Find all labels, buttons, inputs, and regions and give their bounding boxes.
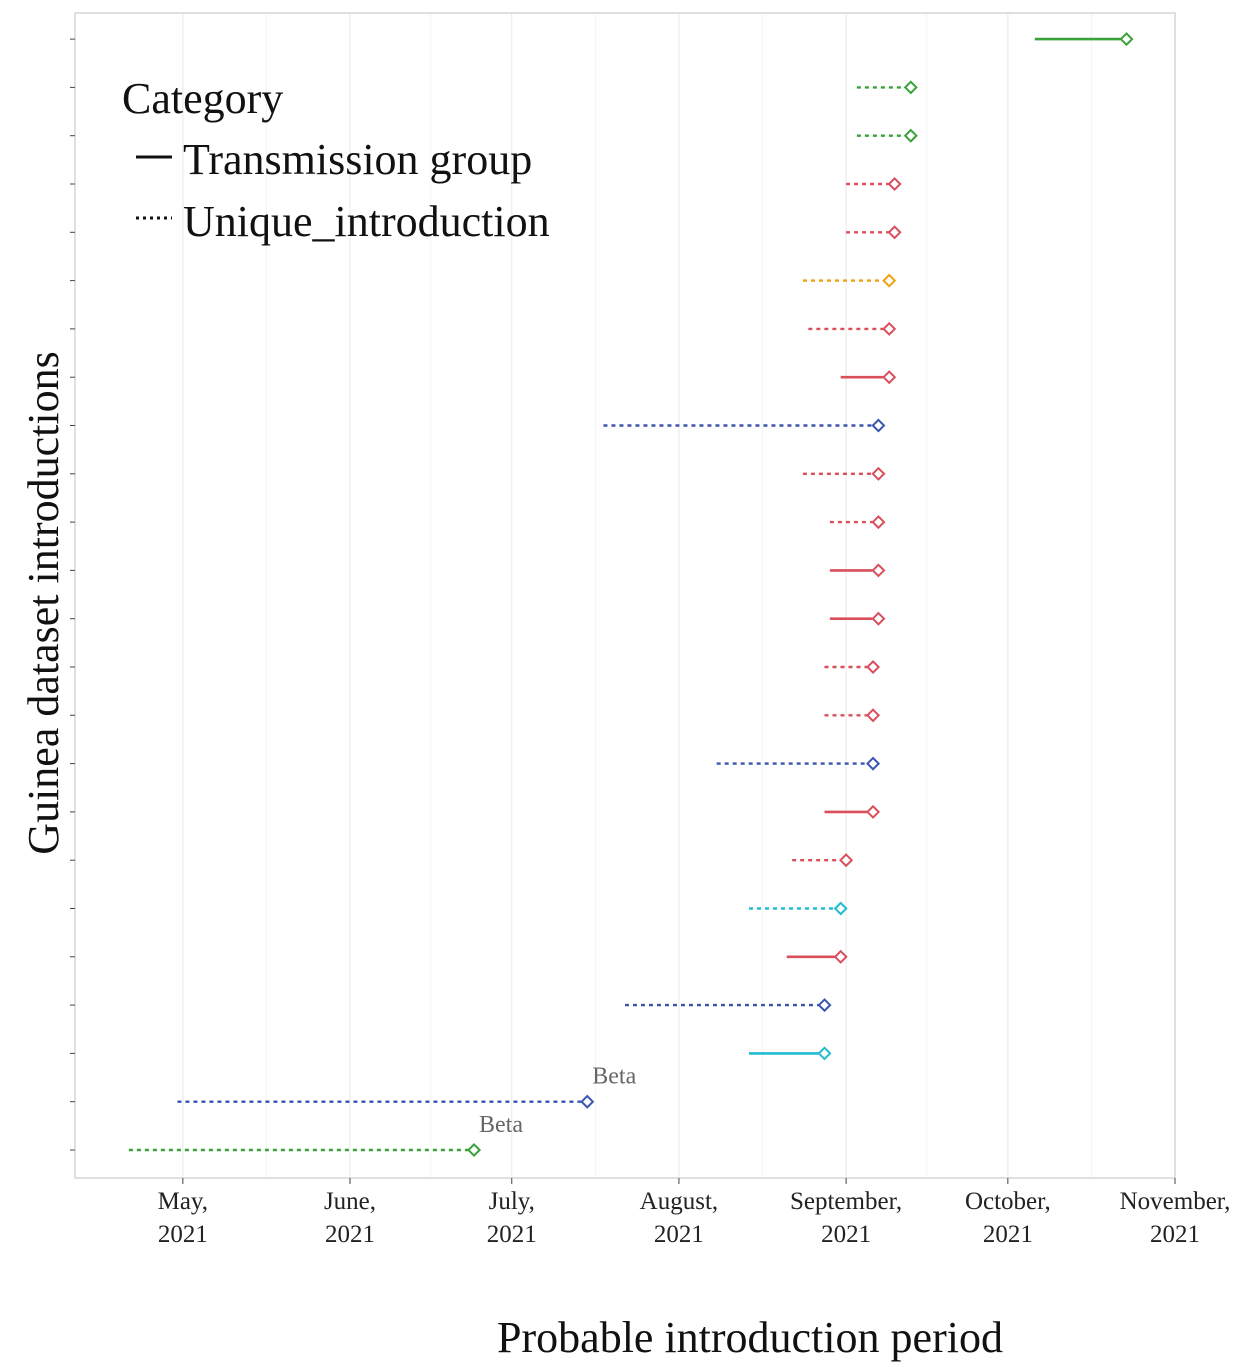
range-end-marker	[871, 563, 886, 578]
range-end-marker	[833, 901, 848, 916]
introduction-series: Beta Beta	[128, 32, 1134, 1158]
range-end-marker	[467, 1142, 482, 1158]
x-tick-label: 2021	[654, 1221, 704, 1248]
plot-panel	[74, 12, 1176, 1179]
x-tick-label: 2021	[487, 1221, 537, 1248]
introduction-range: Beta	[128, 1112, 523, 1158]
range-end-marker	[871, 611, 886, 626]
introduction-range: Beta	[177, 1064, 637, 1109]
range-end-marker	[871, 418, 886, 433]
x-axis-title: Probable introduction period	[497, 1313, 1003, 1362]
introduction-range	[1034, 32, 1134, 47]
introduction-range	[792, 853, 854, 868]
range-end-marker	[871, 515, 886, 530]
legend-title: Category	[122, 74, 283, 123]
variant-annotation: Beta	[479, 1112, 523, 1138]
legend-item-unique-introduction: Unique_introduction	[183, 197, 550, 246]
x-tick-label: 2021	[983, 1221, 1033, 1248]
introduction-range	[846, 225, 902, 240]
introduction-range	[716, 756, 881, 771]
introduction-range	[856, 80, 918, 95]
introduction-range	[846, 176, 902, 192]
introduction-range	[749, 1046, 832, 1061]
range-end-marker	[887, 176, 902, 192]
introduction-range	[802, 273, 897, 288]
legend: Category Transmission group Unique_intro…	[122, 74, 550, 246]
x-tick-label: 2021	[325, 1221, 375, 1248]
introduction-range	[749, 901, 848, 916]
range-end-marker	[839, 853, 854, 868]
range-end-marker	[866, 659, 881, 675]
range-end-marker	[817, 998, 832, 1013]
range-end-marker	[1119, 32, 1134, 47]
introduction-range	[824, 659, 881, 675]
x-tick-label: 2021	[158, 1221, 208, 1248]
x-tick-label: 2021	[1150, 1221, 1200, 1248]
y-axis-title: Guinea dataset introductions	[19, 351, 68, 854]
x-tick-label: June,	[324, 1188, 376, 1215]
introduction-range	[856, 128, 918, 143]
range-end-marker	[887, 225, 902, 240]
range-end-marker	[580, 1094, 595, 1109]
introduction-range	[829, 563, 886, 578]
x-axis-ticks: May, 2021 June, 2021 July, 2021 August, 2021 Sep…	[158, 1178, 1231, 1248]
x-tick-label: November,	[1120, 1188, 1231, 1215]
range-end-marker	[833, 949, 848, 964]
range-end-marker	[817, 1046, 832, 1061]
range-end-marker	[871, 466, 886, 481]
range-end-marker	[866, 756, 881, 771]
introduction-range	[786, 949, 848, 964]
x-tick-label: 2021	[821, 1221, 871, 1248]
grid-lines	[182, 13, 1176, 1178]
x-tick-label: August,	[640, 1188, 718, 1215]
legend-item-transmission-group: Transmission group	[183, 135, 532, 184]
range-end-marker	[882, 273, 897, 288]
introduction-range	[625, 998, 832, 1013]
x-tick-label: October,	[965, 1188, 1051, 1215]
range-end-marker	[866, 708, 881, 723]
range-end-marker	[882, 321, 897, 336]
range-end-marker	[866, 804, 881, 819]
introduction-range	[808, 321, 897, 336]
variant-annotation: Beta	[592, 1064, 636, 1090]
introduction-range	[840, 370, 897, 385]
x-tick-label: September,	[790, 1188, 902, 1215]
range-end-marker	[882, 370, 897, 385]
introduction-range	[829, 515, 886, 530]
range-end-marker	[903, 80, 918, 95]
introduction-range	[824, 804, 881, 819]
y-axis-ticks	[70, 38, 75, 1151]
introduction-range	[802, 466, 886, 481]
range-end-marker	[903, 128, 918, 143]
introduction-range	[824, 708, 881, 723]
introduction-range	[829, 611, 886, 626]
x-tick-label: May,	[158, 1188, 208, 1215]
introduction-range	[603, 418, 886, 433]
x-tick-label: July,	[489, 1188, 535, 1215]
